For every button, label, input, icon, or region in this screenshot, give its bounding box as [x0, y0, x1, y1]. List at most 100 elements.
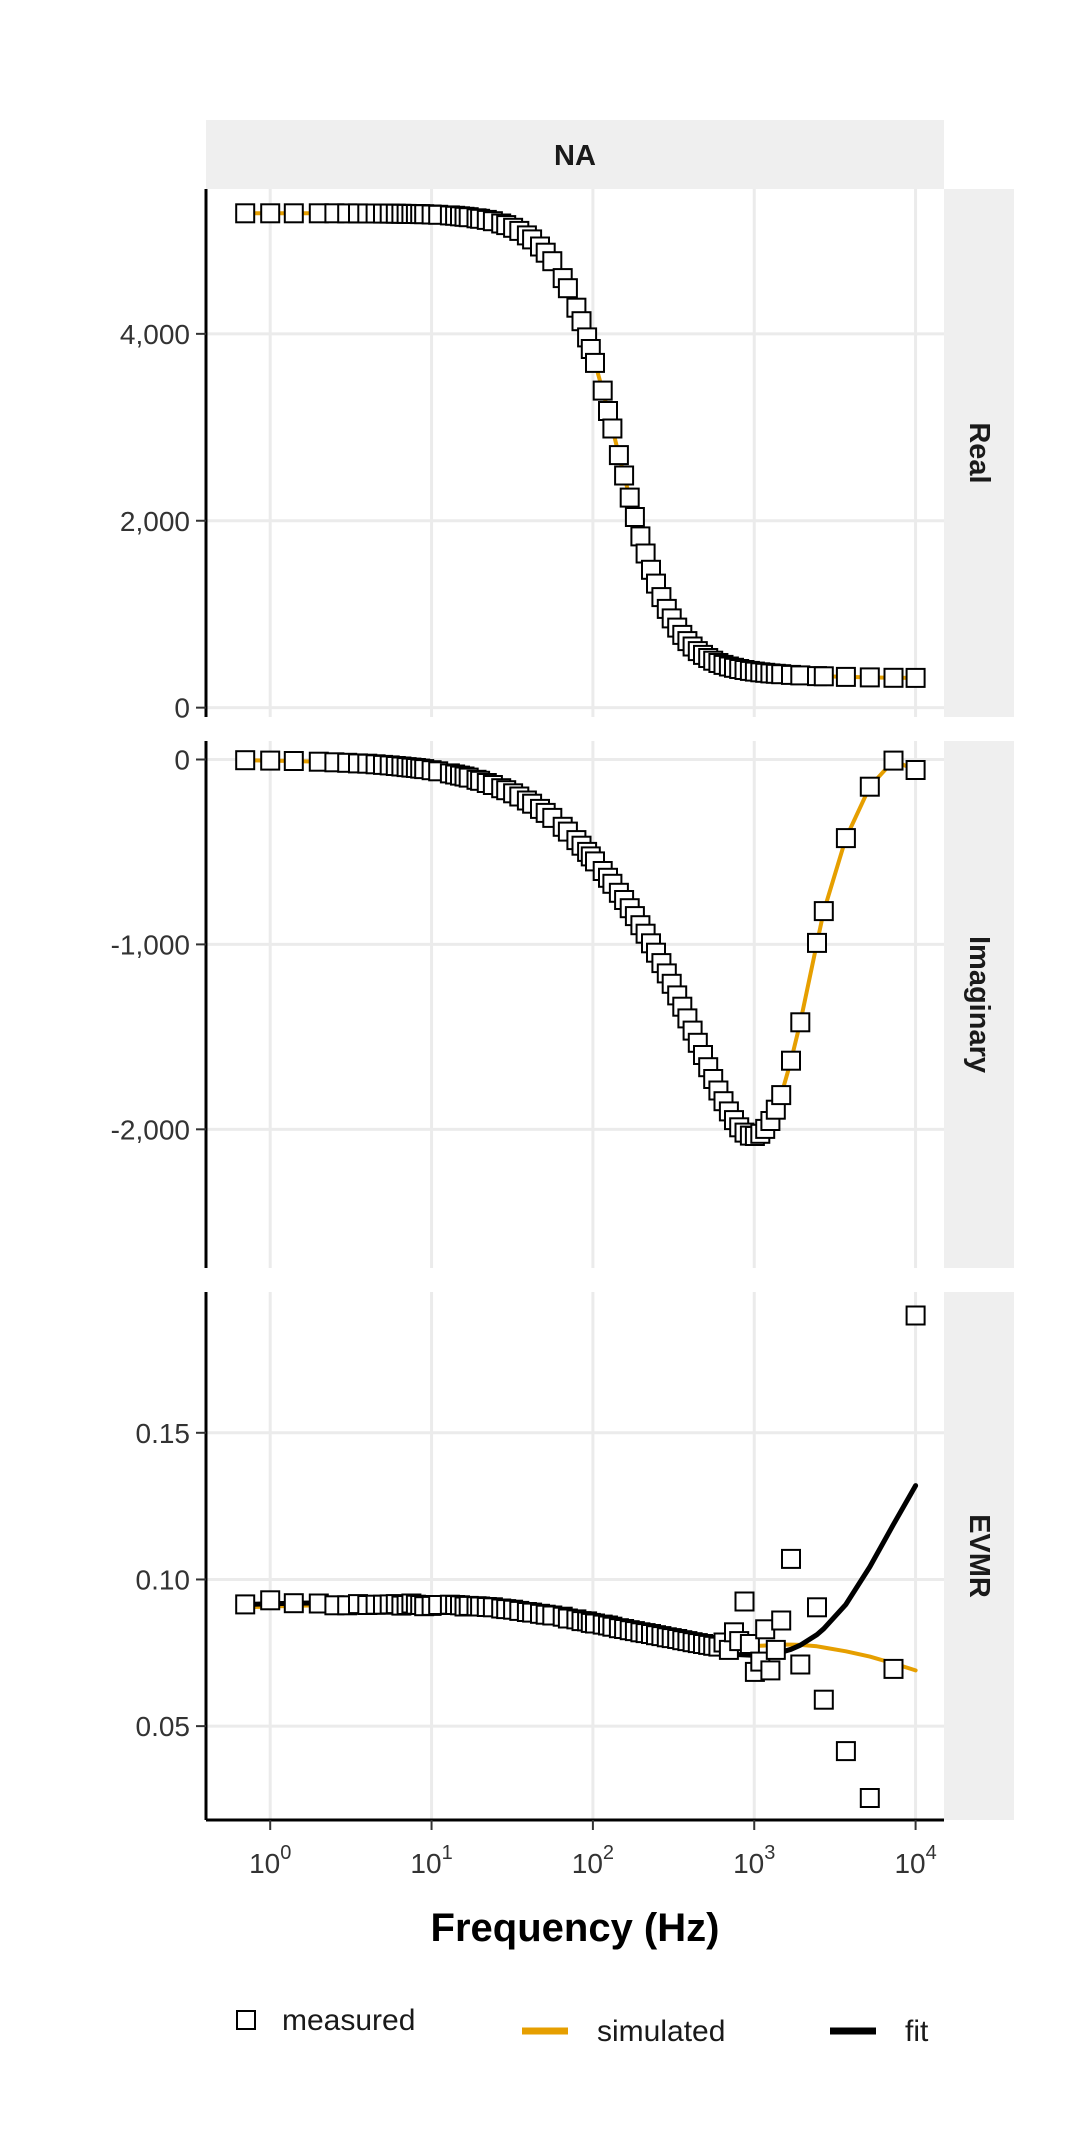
measured-point: [283, 1593, 304, 1614]
measured-point: [585, 352, 605, 373]
panel-background: [206, 1292, 944, 1820]
column-strip: [206, 120, 944, 189]
column-strip-label: NA: [554, 140, 596, 172]
x-axis-title: Frequency (Hz): [431, 1906, 720, 1950]
y-tick-label: 0: [174, 744, 190, 775]
panel-evmr: 0.05 0.10 0.15 EVMR: [136, 1292, 1014, 1820]
x-tick-label: 104: [894, 1842, 936, 1879]
legend-label: simulated: [597, 2015, 725, 2048]
measured-point: [235, 750, 256, 771]
measured-point: [859, 1788, 880, 1808]
measured-point: [835, 828, 856, 849]
measured-point: [883, 750, 904, 771]
panels: 0 2,000 4,000 Real -2,000 -1,000 0 Imaginary 0.0…: [111, 189, 1014, 1820]
measured-point: [859, 667, 880, 688]
y-tick-label: 0.15: [136, 1418, 191, 1449]
measured-point: [739, 1634, 760, 1654]
x-tick-base: 10: [249, 1848, 280, 1879]
legend: measured simulated fit: [236, 2004, 929, 2048]
panel-background: [206, 189, 944, 717]
measured-point: [859, 776, 880, 797]
legend-item-simulated: simulated: [522, 2015, 725, 2048]
measured-point: [781, 1548, 801, 1569]
y-tick-label: 0.05: [136, 1711, 191, 1742]
row-strip-label: Real: [963, 422, 995, 483]
measured-point: [260, 1590, 281, 1611]
measured-point: [807, 932, 827, 953]
measured-point: [542, 251, 563, 272]
row-strip-label: EVMR: [963, 1514, 995, 1598]
measured-point: [619, 487, 640, 508]
y-tick-label: -1,000: [111, 929, 190, 960]
x-tick-label: 102: [572, 1842, 614, 1879]
x-tick-label: 103: [733, 1842, 775, 1879]
measured-point: [283, 203, 304, 224]
measured-points: [235, 750, 926, 1146]
x-tick-label: 100: [249, 1842, 291, 1879]
x-tick-label: 101: [410, 1842, 452, 1879]
measured-point: [598, 401, 618, 421]
measured-point: [283, 751, 304, 771]
x-tick-base: 10: [410, 1848, 441, 1879]
legend-key-square: [236, 2010, 256, 2030]
measured-point: [734, 1591, 755, 1612]
measured-point: [905, 1305, 926, 1326]
row-strip: [944, 741, 1014, 1268]
measured-point: [807, 1597, 827, 1618]
measured-point: [813, 666, 834, 687]
measured-point: [781, 1050, 801, 1071]
measured-point: [771, 1610, 792, 1631]
x-tick-exponent: 0: [280, 1842, 291, 1864]
measured-point: [835, 1741, 856, 1762]
legend-item-measured: measured: [236, 2004, 415, 2037]
x-tick-base: 10: [572, 1848, 603, 1879]
measured-point: [835, 666, 856, 687]
measured-point: [235, 1594, 256, 1615]
x-tick-exponent: 3: [764, 1842, 775, 1864]
row-strip-label: Imaginary: [963, 936, 995, 1073]
x-tick-exponent: 4: [926, 1842, 937, 1864]
measured-point: [602, 418, 623, 439]
legend-label: measured: [282, 2004, 415, 2037]
measured-point: [813, 901, 834, 922]
measured-point: [260, 203, 281, 224]
measured-point: [905, 667, 926, 688]
measured-point: [260, 750, 281, 771]
measured-point: [235, 203, 256, 224]
x-tick-base: 10: [733, 1848, 764, 1879]
x-tick-exponent: 2: [603, 1842, 614, 1864]
row-strip: [944, 189, 1014, 717]
measured-point: [630, 526, 651, 547]
measured-point: [557, 278, 578, 299]
legend-item-fit: fit: [830, 2015, 929, 2048]
measured-point: [790, 1012, 811, 1033]
measured-point: [883, 667, 904, 688]
measured-point: [624, 507, 645, 527]
x-tick-exponent: 1: [442, 1842, 453, 1864]
panel-real: 0 2,000 4,000 Real: [120, 189, 1014, 724]
measured-point: [771, 1085, 792, 1106]
row-strip: [944, 1292, 1014, 1820]
measured-point: [765, 1639, 786, 1660]
measured-point: [790, 1654, 811, 1675]
measured-point: [614, 465, 635, 486]
measured-points: [235, 203, 926, 688]
y-tick-label: -2,000: [111, 1114, 190, 1145]
measured-point: [790, 665, 811, 686]
measured-point: [592, 380, 613, 401]
measured-point: [813, 1689, 834, 1710]
y-tick-label: 0: [174, 693, 190, 724]
panel-imaginary: -2,000 -1,000 0 Imaginary: [111, 741, 1014, 1268]
x-axis-ticks: 100 101 102 103 104: [206, 1818, 944, 1879]
measured-point: [905, 760, 926, 780]
y-tick-label: 2,000: [120, 506, 190, 537]
measured-point: [883, 1658, 904, 1679]
measured-points: [235, 1305, 926, 1808]
x-tick-base: 10: [894, 1848, 925, 1879]
y-tick-label: 0.10: [136, 1564, 191, 1595]
legend-label: fit: [905, 2015, 929, 2048]
measured-point: [760, 1660, 781, 1681]
measured-point: [608, 445, 629, 466]
panel-background: [206, 741, 944, 1268]
